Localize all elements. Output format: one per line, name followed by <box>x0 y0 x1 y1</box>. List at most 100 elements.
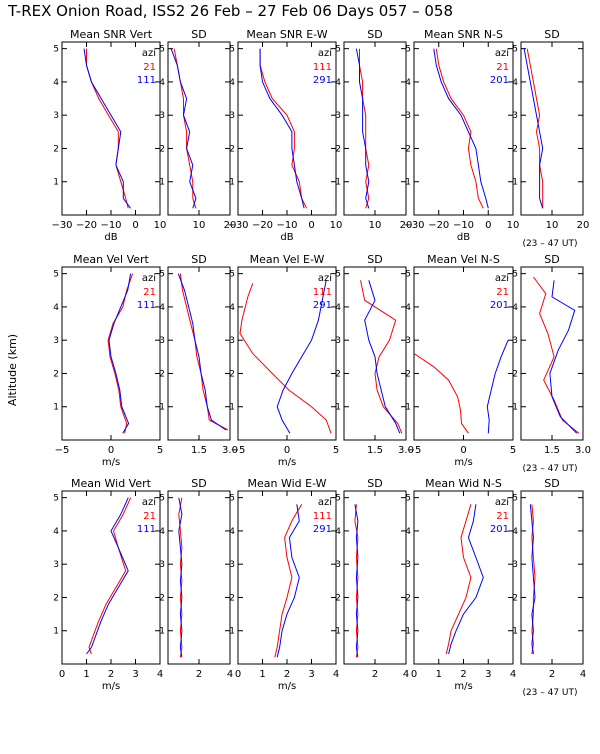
y-tick-label: 1 <box>53 627 59 637</box>
y-tick-label: 2 <box>53 144 59 154</box>
y-tick-label: 1 <box>159 178 165 188</box>
panel-title: Mean Wid E-W <box>248 477 327 490</box>
y-tick-label: 3 <box>512 111 518 121</box>
x-tick-label: 2 <box>549 669 555 680</box>
x-tick-label: −20 <box>428 220 449 231</box>
legend-entry: 111 <box>313 62 332 73</box>
y-tick-label: 5 <box>229 270 235 280</box>
legend-entry: 111 <box>313 287 332 298</box>
legend-entry: 21 <box>496 62 509 73</box>
legend-entry: 291 <box>313 300 332 311</box>
x-tick-label: 2 <box>108 669 114 680</box>
x-tick-label: 20 <box>577 220 590 231</box>
x-tick-label: 3 <box>485 669 491 680</box>
y-tick-label: 3 <box>405 560 411 570</box>
legend-header: azi <box>142 497 156 508</box>
series-line-blue <box>259 48 305 209</box>
x-tick-label: −30 <box>403 220 424 231</box>
x-tick-label: 20 <box>224 220 237 231</box>
y-tick-label: 4 <box>53 527 59 537</box>
panel-5: SD 1 2 3 4 5 10 20 <box>512 28 589 231</box>
legend-entry: 201 <box>490 300 509 311</box>
legend-header: azi <box>495 497 509 508</box>
x-tick-label: 10 <box>369 220 382 231</box>
panel-15: SD 1 2 3 4 5 2 4 <box>335 477 409 680</box>
panel-title: SD <box>367 28 382 41</box>
x-tick-label: 10 <box>507 220 520 231</box>
x-axis-label: dB <box>457 232 470 243</box>
x-tick-label: 20 <box>400 220 413 231</box>
y-tick-label: 3 <box>229 111 235 121</box>
x-tick-label: 4 <box>580 669 586 680</box>
x-tick-label: 2 <box>460 669 466 680</box>
y-tick-label: 1 <box>512 403 518 413</box>
series-line-red <box>435 48 484 209</box>
y-tick-label: 3 <box>335 560 341 570</box>
series-line-red <box>413 353 469 434</box>
y-tick-label: 2 <box>512 593 518 603</box>
x-tick-label: 3 <box>132 669 138 680</box>
series-line-blue <box>178 497 183 658</box>
x-tick-label: −20 <box>76 220 97 231</box>
y-tick-label: 2 <box>335 144 341 154</box>
x-tick-label: 0 <box>411 669 417 680</box>
plot-frame <box>520 490 584 665</box>
y-tick-label: 3 <box>159 336 165 346</box>
series-line-red <box>86 48 129 209</box>
plot-frame <box>343 490 407 665</box>
x-tick-label: 0 <box>59 669 65 680</box>
x-axis-label: dB <box>104 232 117 243</box>
y-tick-label: 5 <box>405 45 411 55</box>
y-tick-label: 1 <box>405 403 411 413</box>
y-tick-label: 5 <box>229 45 235 55</box>
y-tick-label: 2 <box>159 144 165 154</box>
y-axis-label: Altitude (km) <box>6 334 19 406</box>
y-tick-label: 4 <box>512 303 518 313</box>
panel-title: Mean Vel Vert <box>73 253 149 266</box>
x-axis-label: m/s <box>454 457 472 468</box>
x-tick-label: 2 <box>372 669 378 680</box>
panel-title: SD <box>367 477 382 490</box>
y-tick-label: 5 <box>512 494 518 504</box>
x-tick-label: −30 <box>227 220 248 231</box>
legend-header: azi <box>318 48 332 59</box>
y-tick-label: 2 <box>229 593 235 603</box>
series-line-blue <box>549 280 578 434</box>
y-tick-label: 4 <box>159 303 165 313</box>
series-line-red <box>445 504 472 655</box>
y-tick-label: 5 <box>229 494 235 504</box>
y-tick-label: 5 <box>405 270 411 280</box>
series-line-red <box>532 276 580 434</box>
y-tick-label: 2 <box>229 144 235 154</box>
x-tick-label: −5 <box>55 445 70 456</box>
y-tick-label: 5 <box>512 270 518 280</box>
x-tick-label: 5 <box>333 445 339 456</box>
panel-title: Mean SNR Vert <box>70 28 153 41</box>
x-tick-label: 4 <box>157 669 163 680</box>
panel-2: Mean SNR E-W 1 2 3 4 5 −30 −20 −10 0 10 dB azi 111 291 <box>227 28 342 243</box>
legend-header: azi <box>495 48 509 59</box>
x-tick-label: 1.5 <box>367 445 383 456</box>
legend-header: azi <box>142 48 156 59</box>
series-line-red <box>239 283 332 434</box>
y-tick-label: 1 <box>53 178 59 188</box>
x-tick-label: 4 <box>403 669 409 680</box>
y-tick-label: 3 <box>512 560 518 570</box>
panel-title: Mean Vel N-S <box>427 253 500 266</box>
y-tick-label: 3 <box>229 560 235 570</box>
x-tick-label: 0 <box>460 445 466 456</box>
x-axis-label: m/s <box>102 681 120 692</box>
series-line-blue <box>276 280 327 434</box>
y-tick-label: 5 <box>159 494 165 504</box>
time-note-row2: (23 – 47 UT) <box>522 464 577 474</box>
y-tick-label: 4 <box>159 78 165 88</box>
x-tick-label: 3.0 <box>575 445 591 456</box>
time-note-row3: (23 – 47 UT) <box>522 688 577 698</box>
legend-entry: 291 <box>313 75 332 86</box>
series-line-blue <box>448 504 484 655</box>
